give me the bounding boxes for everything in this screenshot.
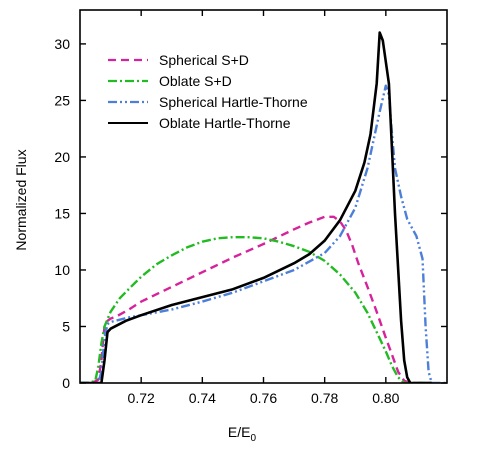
x-tick-label: 0.80 <box>372 390 399 406</box>
legend-label: Spherical S+D <box>159 52 249 68</box>
legend-label: Oblate Hartle-Thorne <box>159 115 291 131</box>
x-axis-label-subscript: 0 <box>251 433 257 444</box>
x-tick-label: 0.74 <box>189 390 216 406</box>
y-tick-label: 20 <box>54 149 70 165</box>
series-layer <box>80 31 447 383</box>
y-tick-label: 0 <box>62 375 70 391</box>
x-axis-label: E/E0 <box>228 424 257 444</box>
y-axis-label: Normalized Flux <box>13 149 29 250</box>
legend-label: Spherical Hartle-Thorne <box>159 94 308 110</box>
y-tick-label: 25 <box>54 92 70 108</box>
legend-item-spherical-s-d: Spherical S+D <box>108 52 249 68</box>
x-axis-label-main: E/E <box>228 424 251 440</box>
legend-item-oblate-hartle-thorne: Oblate Hartle-Thorne <box>108 115 291 131</box>
series-line-oblate-hartle-thorne <box>80 31 432 383</box>
legend-item-oblate-s-d: Oblate S+D <box>108 73 232 89</box>
legend-label: Oblate S+D <box>159 73 232 89</box>
tick-layer: 0.72 0.74 0.76 0.78 0.80 0 5 10 15 20 25 30 <box>54 10 447 406</box>
series-line-spherical-hartle-thorne <box>80 84 447 383</box>
plot-frame <box>79 9 448 384</box>
y-tick-label: 15 <box>54 205 70 221</box>
series-line-spherical-s-d <box>80 215 432 383</box>
y-tick-label: 5 <box>62 318 70 334</box>
y-tick-label: 10 <box>54 262 70 278</box>
x-tick-label: 0.72 <box>128 390 155 406</box>
legend-item-spherical-hartle-thorne: Spherical Hartle-Thorne <box>108 94 308 110</box>
legend: Spherical S+D Oblate S+D Spherical Hartle-… <box>108 52 308 131</box>
x-tick-label: 0.76 <box>250 390 277 406</box>
x-tick-label: 0.78 <box>311 390 338 406</box>
y-tick-label: 30 <box>54 36 70 52</box>
series-line-oblate-s-d <box>80 235 432 383</box>
